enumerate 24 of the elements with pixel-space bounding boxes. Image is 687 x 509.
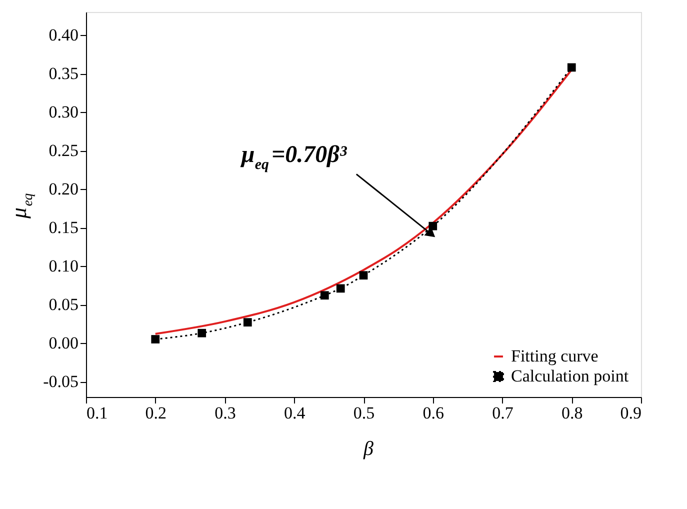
x-tick-label: 0.7 xyxy=(492,404,514,422)
text: =0.70β³ xyxy=(272,142,347,168)
x-tick-label: 0.8 xyxy=(562,404,583,422)
x-tick-label: 0.3 xyxy=(214,404,236,422)
y-tick-label: 0.20 xyxy=(48,180,78,199)
x-tick-label: 0.1 xyxy=(86,404,108,422)
legend-label: Calculation point xyxy=(511,366,629,386)
y-tick-label: 0.10 xyxy=(48,256,78,276)
x-tick-label: 0.5 xyxy=(353,404,375,422)
x-tick-label: 0.6 xyxy=(422,404,444,422)
legend-label: Fitting curve xyxy=(511,346,598,366)
y-tick-label: 0.35 xyxy=(48,64,78,84)
x-tick-label: 0.9 xyxy=(620,404,642,422)
y-tick-label: 0.25 xyxy=(48,141,78,160)
y-tick-label: 0.00 xyxy=(48,334,78,353)
text: μeq xyxy=(6,193,36,218)
y-tick-label: -0.05 xyxy=(43,372,78,392)
y-tick-label: 0.40 xyxy=(48,26,78,45)
y-tick-label: 0.05 xyxy=(48,295,78,314)
x-tick-label: 0.4 xyxy=(284,404,306,422)
x-tick-label: 0.2 xyxy=(145,404,166,422)
y-tick-label: 0.30 xyxy=(48,102,78,122)
x-axis-title: β xyxy=(362,438,374,460)
y-tick-label: 0.15 xyxy=(48,218,78,238)
